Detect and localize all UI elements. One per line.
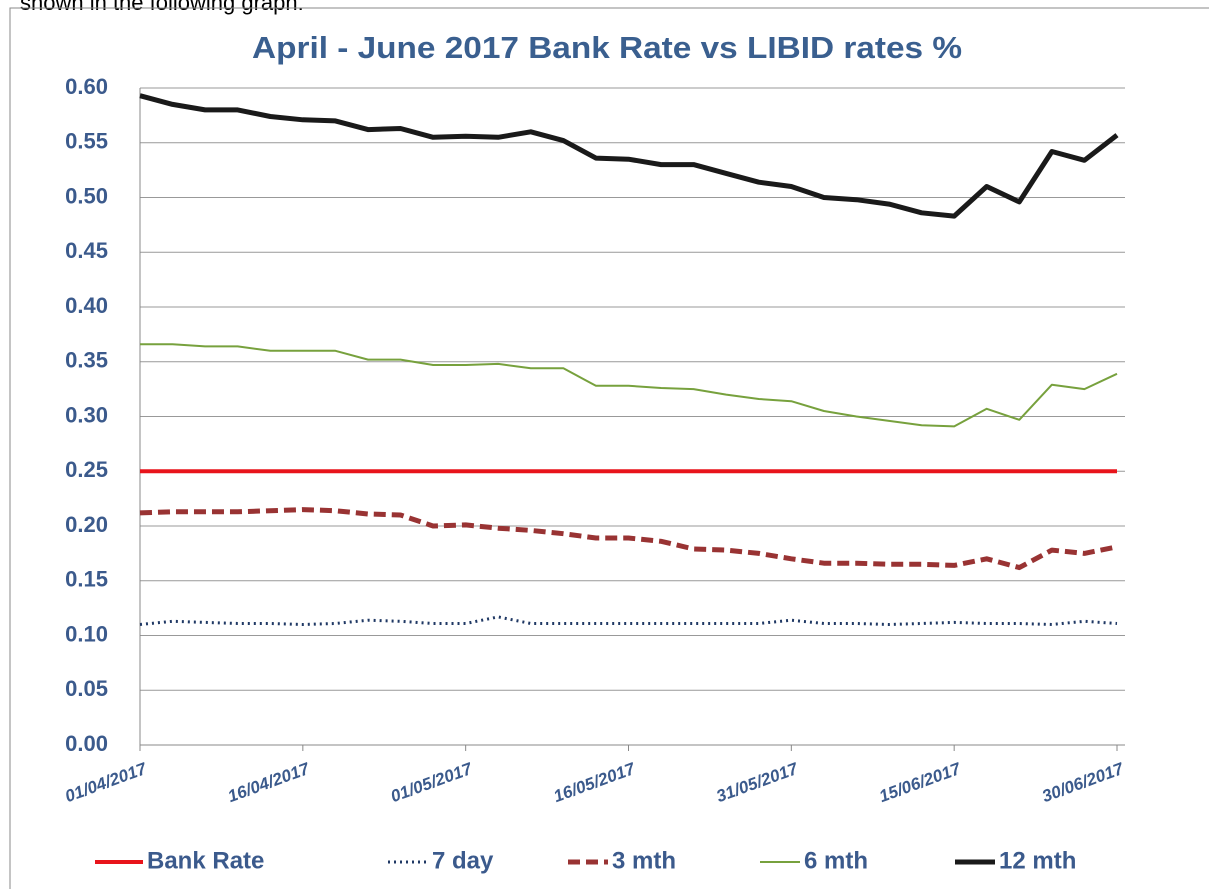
y-tick-label: 0.55 xyxy=(65,129,108,154)
series-line xyxy=(140,343,1118,428)
y-tick-label: 0.40 xyxy=(65,293,108,318)
y-tick-label: 0.45 xyxy=(65,238,108,263)
legend-label: Bank Rate xyxy=(147,847,264,874)
x-tick-label: 16/05/2017 xyxy=(551,759,639,806)
x-tick-label: 31/05/2017 xyxy=(714,759,802,806)
series-line xyxy=(139,507,1118,571)
y-tick-label: 0.05 xyxy=(65,676,108,701)
chart-border xyxy=(9,7,1209,889)
x-tick-label: 16/04/2017 xyxy=(225,759,313,806)
y-tick-label: 0.15 xyxy=(65,567,108,592)
series-line xyxy=(139,615,1118,626)
legend-label: 6 mth xyxy=(804,847,868,874)
y-tick-label: 0.35 xyxy=(65,348,108,373)
y-tick-label: 0.25 xyxy=(65,457,108,482)
y-tick-label: 0.20 xyxy=(65,512,108,537)
x-tick-label: 15/06/2017 xyxy=(877,759,965,806)
x-tick-label: 30/06/2017 xyxy=(1039,759,1127,806)
y-tick-label: 0.00 xyxy=(65,731,108,756)
y-tick-label: 0.30 xyxy=(65,402,108,427)
x-tick-label: 01/05/2017 xyxy=(388,759,476,806)
chart-title: April - June 2017 Bank Rate vs LIBID rat… xyxy=(252,30,962,65)
y-tick-label: 0.10 xyxy=(65,621,108,646)
legend-label: 3 mth xyxy=(612,847,676,874)
legend-label: 12 mth xyxy=(999,847,1076,874)
series-line xyxy=(139,93,1119,219)
y-tick-label: 0.50 xyxy=(65,183,108,208)
page-text: shown in the following graph. xyxy=(20,0,304,15)
y-tick-label: 0.60 xyxy=(65,74,108,99)
legend-label: 7 day xyxy=(432,847,494,874)
x-tick-label: 01/04/2017 xyxy=(62,759,150,806)
